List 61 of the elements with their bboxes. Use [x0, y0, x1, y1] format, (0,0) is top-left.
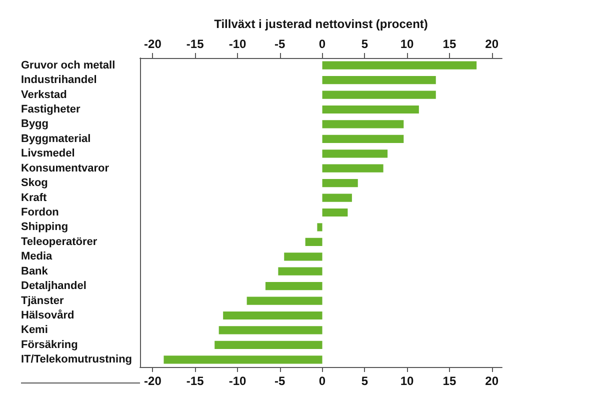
bar — [322, 61, 477, 70]
x-tick-label: 5 — [361, 374, 368, 388]
bar — [265, 282, 322, 290]
bar — [322, 76, 436, 84]
y-tick-label: Detaljhandel — [21, 280, 86, 292]
y-tick-label: Shipping — [21, 221, 68, 234]
bar — [322, 208, 348, 217]
x2-tick-label: 10 — [400, 37, 414, 51]
x2-tick-label: 20 — [485, 37, 499, 51]
x2-tick-label: -20 — [144, 37, 162, 51]
y-tick-label: Gruvor och metall — [21, 59, 116, 72]
x-tick-label: -5 — [274, 374, 286, 388]
bar — [305, 238, 322, 246]
bar — [322, 164, 384, 172]
bar — [278, 267, 322, 276]
x-tick-label: 10 — [400, 374, 414, 388]
y-tick-label: Teleoperatörer — [21, 236, 98, 248]
y-tick-label: Konsumentvaror — [21, 162, 110, 174]
y-tick-label: Verkstad — [21, 88, 67, 101]
bar — [322, 150, 388, 158]
y-tick-label: Kraft — [21, 192, 48, 204]
bar — [322, 194, 352, 202]
bar — [164, 356, 322, 364]
x-tick-label: -20 — [144, 374, 162, 388]
x2-tick-label: -15 — [186, 37, 204, 51]
y-tick-label: Kemi — [21, 324, 48, 336]
bar — [284, 252, 322, 261]
x-tick-label: 0 — [318, 374, 326, 388]
x2-tick-label: 15 — [442, 37, 456, 51]
x-tick-label: -15 — [186, 374, 204, 388]
bar — [322, 134, 404, 143]
bar — [322, 90, 436, 99]
bar — [214, 340, 322, 349]
x-tick-label: 15 — [442, 374, 456, 388]
y-tick-label: Försäkring — [21, 338, 78, 351]
y-tick-label: Fastigheter — [21, 104, 82, 116]
y-tick-label: Industrihandel — [21, 74, 97, 86]
bar — [223, 311, 322, 320]
y-tick-label: Fordon — [21, 206, 60, 218]
bar — [322, 120, 404, 128]
bar — [246, 296, 322, 305]
y-tick-label: Livsmedel — [21, 148, 75, 160]
x-tick-label: -10 — [228, 374, 246, 388]
bar — [322, 105, 419, 114]
bar — [218, 326, 322, 334]
y-tick-label: Byggmaterial — [21, 132, 91, 145]
y-tick-label: Bygg — [21, 118, 48, 130]
bar — [317, 223, 322, 232]
y-tick-label: IT/Telekomutrustning — [21, 354, 132, 366]
y-tick-label: Hälsovård — [21, 308, 74, 322]
x2-tick-label: 0 — [318, 37, 326, 51]
x2-tick-label: 5 — [361, 37, 368, 51]
x-tick-label: 20 — [485, 374, 499, 388]
y-tick-label: Tjänster — [21, 294, 65, 307]
x2-axis-title: Tillväxt i justerad nettovinst (procent) — [214, 17, 428, 31]
x2-tick-label: -10 — [228, 37, 246, 51]
bar — [322, 179, 358, 188]
y-tick-label: Skog — [21, 177, 48, 190]
x2-tick-label: -5 — [274, 37, 286, 51]
y-tick-label: Bank — [21, 265, 49, 278]
y-tick-label: Media — [21, 250, 54, 263]
